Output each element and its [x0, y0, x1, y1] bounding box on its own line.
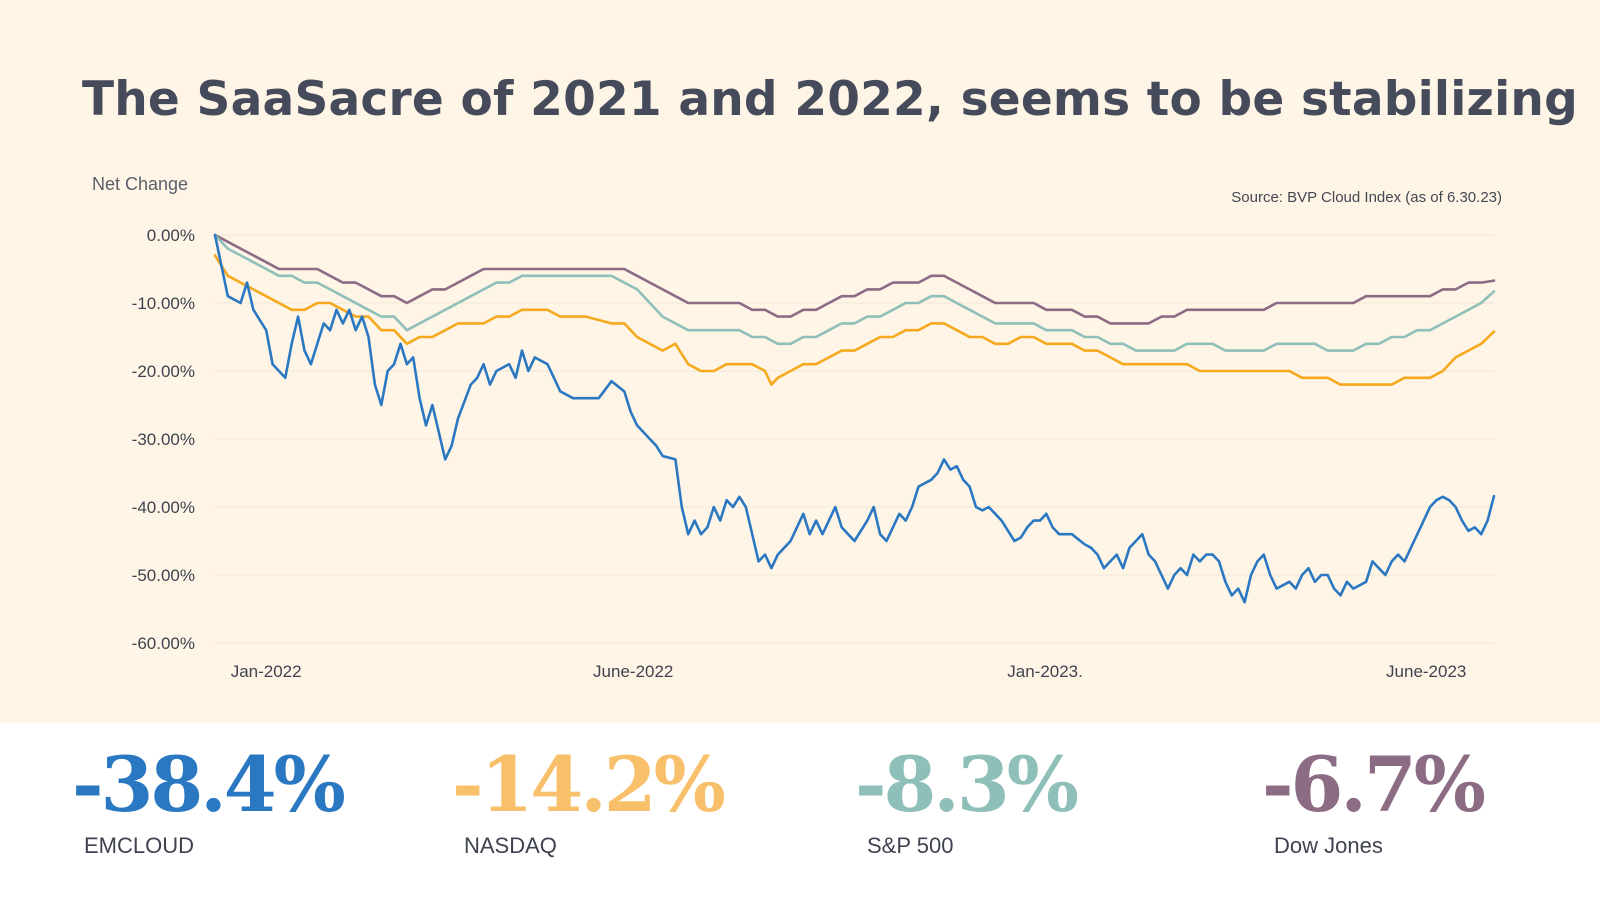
y-tick-label: -10.00%	[132, 294, 195, 313]
net-change-chart: Net Change Source: BVP Cloud Index (as o…	[92, 174, 1502, 681]
y-tick-label: -40.00%	[132, 498, 195, 517]
x-axis-ticks: Jan-2022 June-2022 Jan-2023. June-2023	[231, 662, 1467, 681]
stat-dow-jones: -6.7% Dow Jones	[1262, 739, 1486, 859]
y-tick-label: -30.00%	[132, 430, 195, 449]
stat-value: -6.7%	[1262, 740, 1486, 829]
y-axis-label: Net Change	[92, 174, 188, 194]
stat-emcloud: -38.4% EMCLOUD	[72, 739, 346, 859]
page-title: The SaaSacre of 2021 and 2022, seems to …	[82, 72, 1578, 127]
x-tick-label: June-2023	[1386, 662, 1466, 681]
stat-value: -14.2%	[452, 740, 726, 829]
stat-value: -38.4%	[72, 740, 346, 829]
gridlines	[215, 234, 1494, 644]
stat-label: Dow Jones	[1274, 833, 1383, 858]
stat-value: -8.3%	[855, 740, 1079, 829]
stat-label: S&P 500	[867, 833, 954, 858]
x-tick-label: Jan-2023.	[1007, 662, 1083, 681]
x-tick-label: Jan-2022	[231, 662, 302, 681]
y-axis-ticks: 0.00% -10.00% -20.00% -30.00% -40.00% -50.00%…	[132, 226, 195, 653]
stat-sp500: -8.3% S&P 500	[855, 739, 1079, 859]
series-line-nasdaq	[213, 254, 1496, 386]
y-tick-label: 0.00%	[147, 226, 195, 245]
summary-stats: -38.4% EMCLOUD -14.2% NASDAQ -8.3% S&P 5…	[0, 723, 1600, 900]
series-lines	[213, 233, 1496, 604]
y-tick-label: -20.00%	[132, 362, 195, 381]
stat-nasdaq: -14.2% NASDAQ	[452, 739, 726, 859]
y-tick-label: -50.00%	[132, 566, 195, 585]
chart-panel: The SaaSacre of 2021 and 2022, seems to …	[0, 0, 1600, 723]
series-line-s-p-500	[213, 233, 1496, 352]
series-line-dow-jones	[213, 233, 1496, 325]
source-note: Source: BVP Cloud Index (as of 6.30.23)	[1231, 189, 1502, 206]
y-tick-label: -60.00%	[132, 634, 195, 653]
series-line-emcloud	[213, 233, 1496, 604]
stat-label: EMCLOUD	[84, 833, 195, 858]
stat-label: NASDAQ	[464, 833, 557, 858]
x-tick-label: June-2022	[593, 662, 673, 681]
